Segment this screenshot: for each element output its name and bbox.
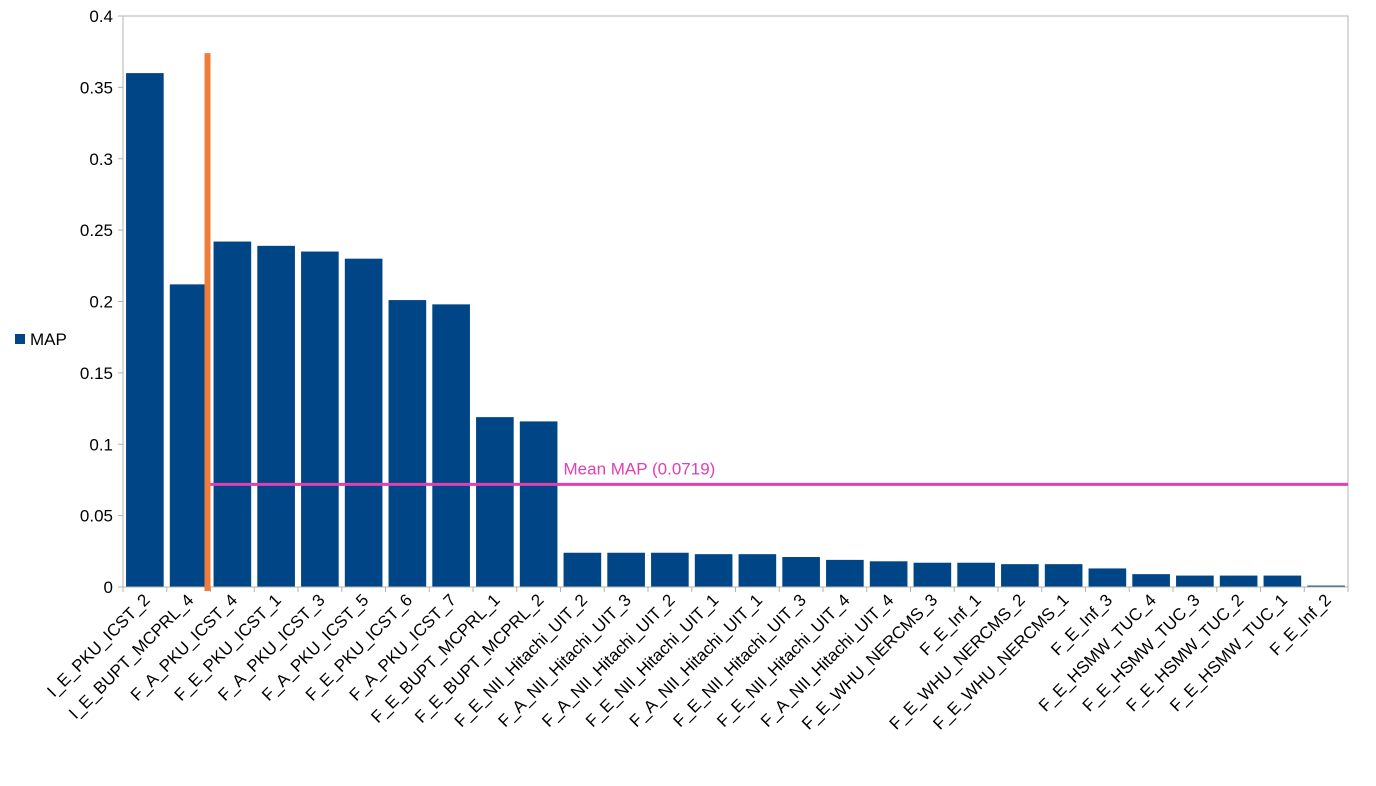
bar-F_A_PKU_ICST_5 — [344, 258, 383, 587]
y-tick-label: 0.1 — [89, 435, 113, 454]
bar-I_E_BUPT_MCPRL_4 — [169, 284, 208, 587]
y-tick-label: 0.4 — [89, 7, 113, 26]
bar-F_E_BUPT_MCPRL_1 — [476, 417, 514, 587]
bar-F_A_NII_Hitachi_UIT_1 — [738, 554, 777, 587]
bar-F_A_NII_Hitachi_UIT_3 — [607, 552, 645, 587]
legend-swatch — [15, 334, 25, 344]
overlay-layer: Mean MAP (0.0719) — [204, 53, 1348, 591]
bar-F_E_NII_Hitachi_UIT_1 — [694, 554, 733, 587]
bars-layer — [126, 73, 1345, 588]
bar-F_E_NII_Hitachi_UIT_4 — [826, 559, 864, 587]
y-tick-label: 0.25 — [80, 221, 113, 240]
bar-F_A_PKU_ICST_3 — [301, 251, 339, 588]
y-tick-label: 0.05 — [80, 507, 113, 526]
bar-F_E_HSMW_TUC_1 — [1263, 575, 1302, 587]
mean-map-label: Mean MAP (0.0719) — [564, 459, 716, 478]
bar-F_E_BUPT_MCPRL_2 — [519, 421, 558, 587]
y-tick-label: 0.3 — [89, 150, 113, 169]
y-tick-label: 0.15 — [80, 364, 113, 383]
bar-F_E_NII_Hitachi_UIT_2 — [563, 552, 602, 587]
y-axis-ticks: 0 0.05 0.1 0.15 0.2 0.25 0.3 0.35 0.4 — [80, 7, 123, 597]
bar-F_E_WHU_NERCMS_2 — [1001, 564, 1039, 587]
bar-F_E_Inf_3 — [1088, 568, 1127, 587]
bar-F_E_PKU_ICST_6 — [388, 300, 427, 587]
y-tick-label: 0.2 — [89, 293, 113, 312]
bar-I_E_PKU_ICST_2 — [126, 73, 164, 588]
bar-F_E_HSMW_TUC_3 — [1176, 575, 1214, 587]
bar-F_A_PKU_ICST_4 — [213, 241, 252, 588]
bar-F_A_PKU_ICST_7 — [432, 304, 470, 587]
bar-F_E_PKU_ICST_1 — [257, 245, 295, 587]
bar-F_E_WHU_NERCMS_1 — [1044, 564, 1083, 587]
legend-label: MAP — [30, 330, 67, 349]
bar-F_E_HSMW_TUC_4 — [1132, 574, 1170, 587]
x-axis-labels: I_E_PKU_ICST_2I_E_BUPT_MCPRL_4F_A_PKU_IC… — [43, 590, 1335, 733]
bar-F_E_Inf_2 — [1307, 585, 1345, 587]
legend: MAP — [15, 330, 67, 349]
y-tick-label: 0.35 — [80, 78, 113, 97]
bar-F_E_NII_Hitachi_UIT_3 — [782, 557, 820, 587]
bar-F_A_NII_Hitachi_UIT_2 — [651, 552, 689, 587]
bar-F_E_WHU_NERCMS_3 — [913, 562, 952, 587]
bar-F_E_HSMW_TUC_2 — [1219, 575, 1258, 587]
y-tick-label: 0 — [104, 578, 113, 597]
bar-F_E_Inf_1 — [957, 562, 995, 587]
bar-F_A_NII_Hitachi_UIT_4 — [869, 561, 908, 587]
